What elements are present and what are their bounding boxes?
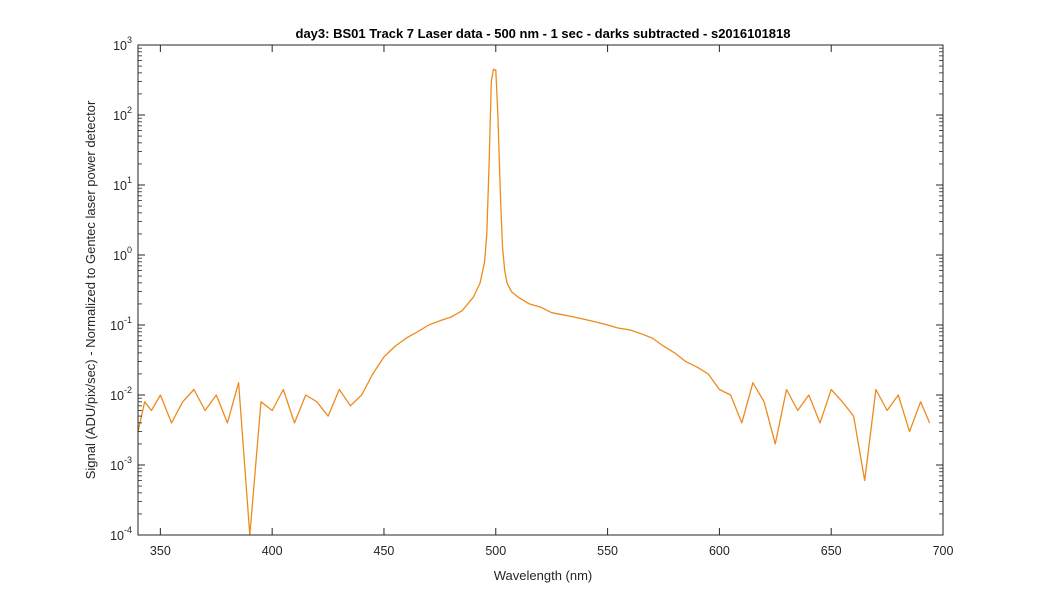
x-tick-label: 550	[597, 544, 618, 558]
x-axis-label: Wavelength (nm)	[494, 568, 593, 583]
y-tick-label: 10-2	[110, 385, 132, 403]
x-tick-label: 500	[485, 544, 506, 558]
x-tick-label: 350	[150, 544, 171, 558]
series-line-0	[137, 68, 931, 536]
y-axis-ticks: 10-4 10-3 10-2 10-1 100 101 102 103	[110, 35, 943, 543]
x-tick-label: 400	[262, 544, 283, 558]
y-tick-label: 10-4	[110, 525, 132, 543]
axes-box	[137, 44, 944, 536]
x-tick-label: 650	[821, 544, 842, 558]
x-axis-ticks: 350 400 450 500 550 600 650 700	[150, 45, 954, 558]
y-tick-label: 101	[113, 175, 132, 193]
x-tick-label: 450	[374, 544, 395, 558]
y-axis-label: Signal (ADU/pix/sec) - Normalized to Gen…	[83, 100, 98, 479]
y-tick-label: 10-1	[110, 315, 132, 333]
plot-area	[137, 68, 931, 536]
x-tick-label: 600	[709, 544, 730, 558]
chart-title: day3: BS01 Track 7 Laser data - 500 nm -…	[296, 26, 791, 41]
axes	[137, 44, 944, 536]
y-tick-label: 10-3	[110, 455, 132, 473]
y-tick-label: 102	[113, 105, 132, 123]
y-tick-label: 103	[113, 35, 132, 53]
y-tick-label: 100	[113, 245, 132, 263]
x-tick-label: 700	[933, 544, 954, 558]
